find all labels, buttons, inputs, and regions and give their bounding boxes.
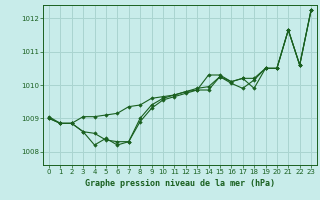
X-axis label: Graphe pression niveau de la mer (hPa): Graphe pression niveau de la mer (hPa) <box>85 179 275 188</box>
